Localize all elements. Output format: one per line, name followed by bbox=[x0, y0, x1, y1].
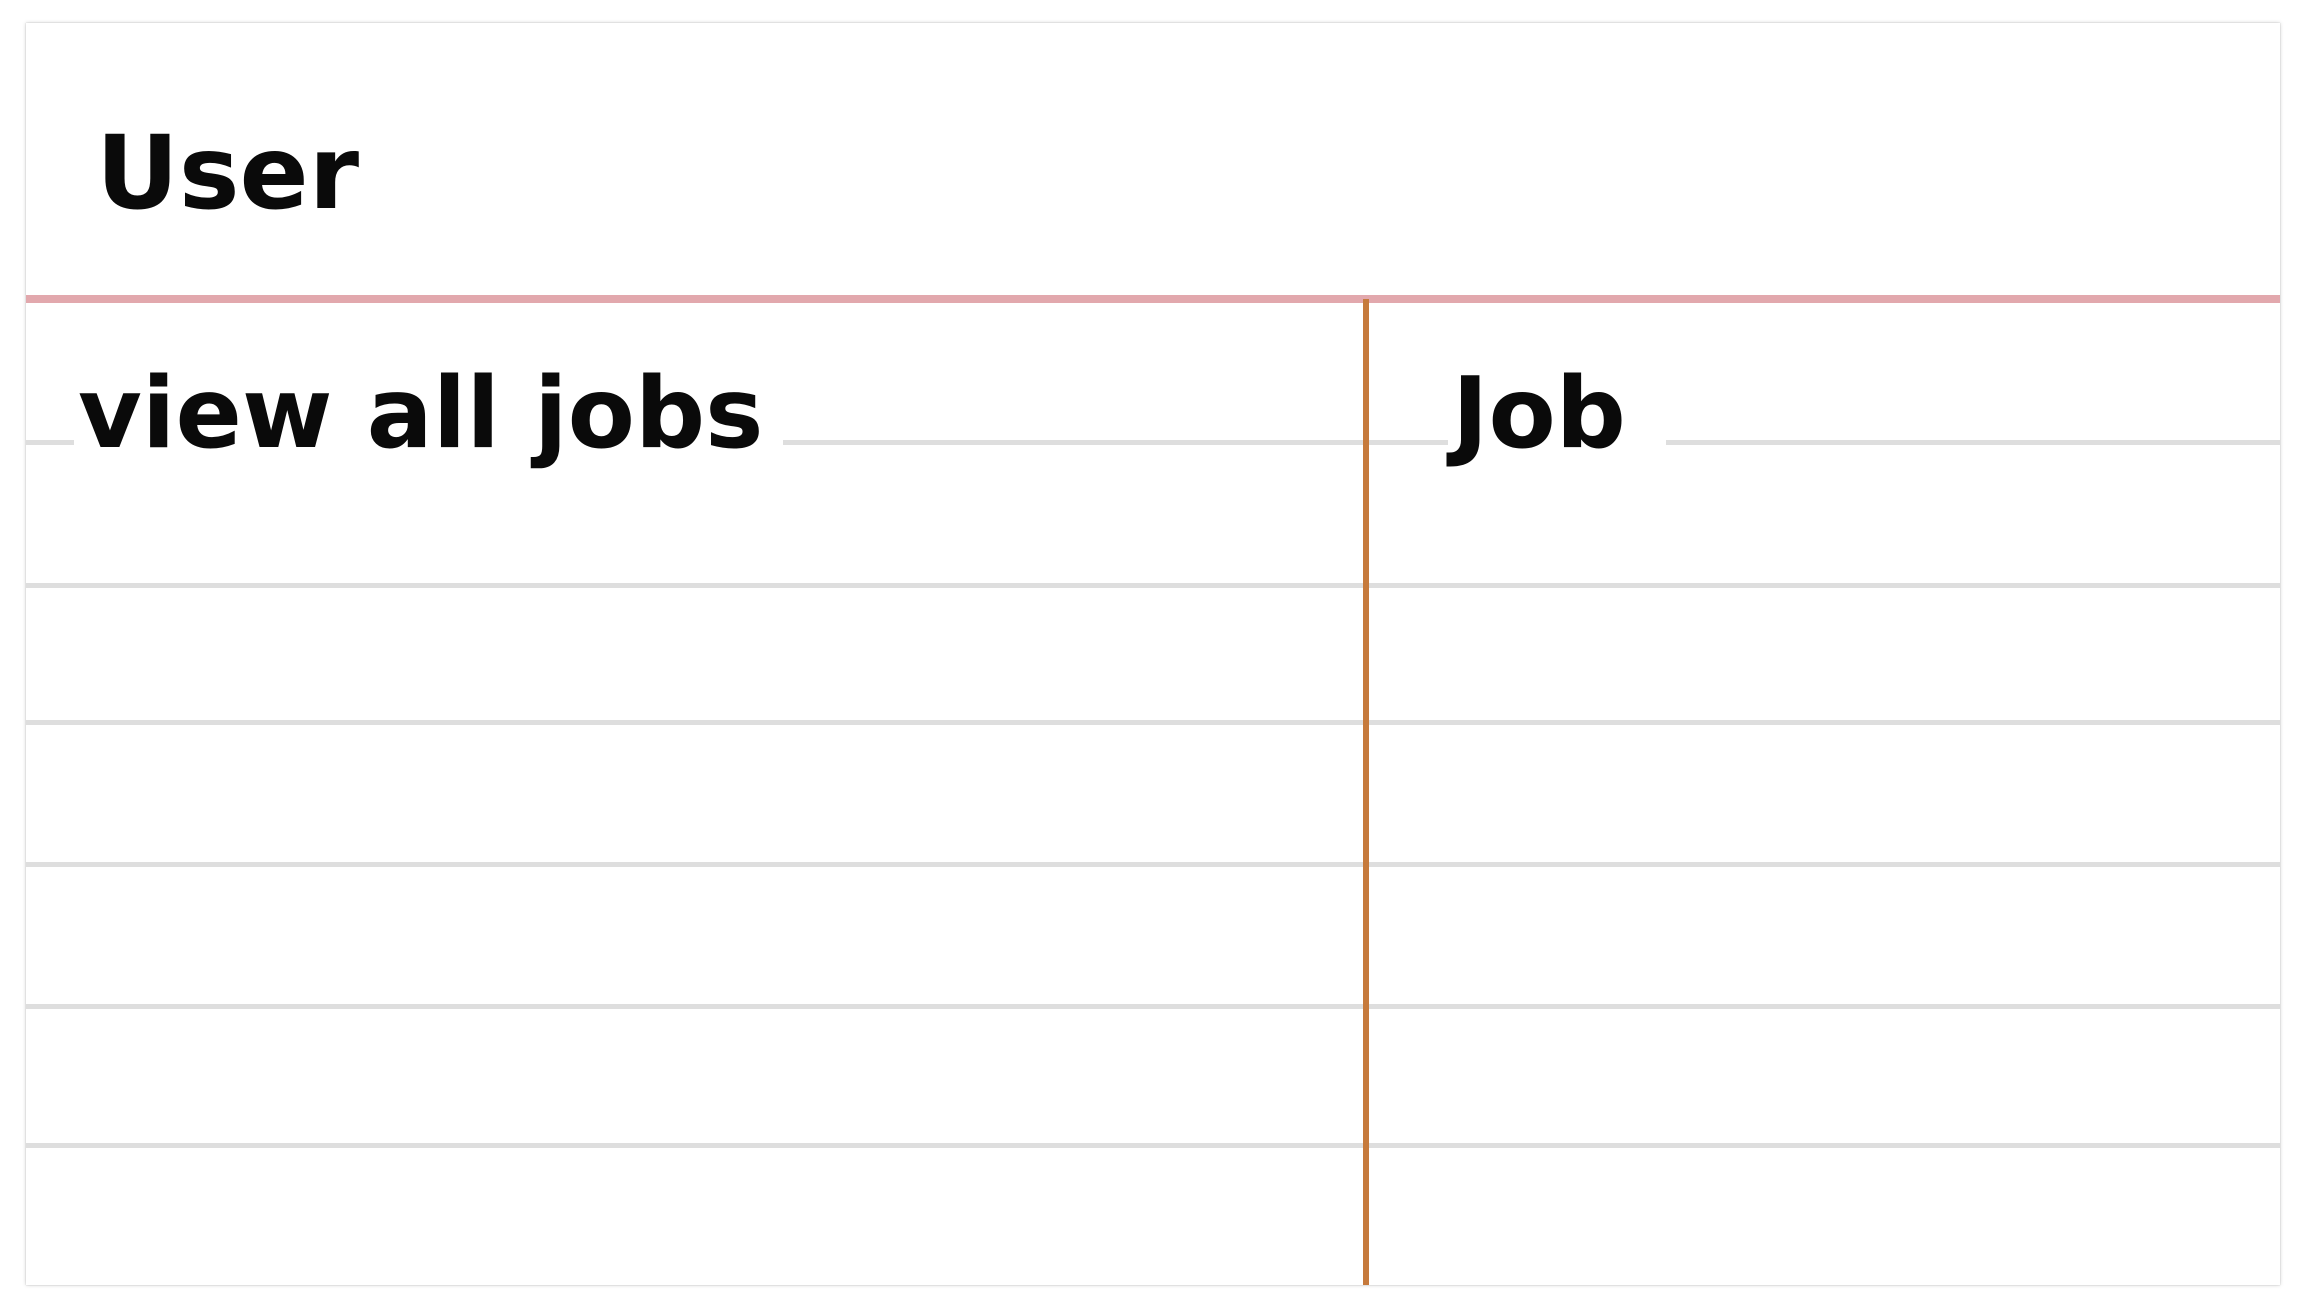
header-rule bbox=[26, 295, 2280, 303]
collaborator-text: Job bbox=[1448, 365, 1666, 463]
responsibility-text: view all jobs bbox=[74, 365, 784, 463]
crc-index-card: User view all jobs Job bbox=[26, 23, 2280, 1285]
ruled-line bbox=[26, 1143, 2280, 1148]
ruled-line bbox=[26, 1004, 2280, 1009]
ruled-line bbox=[26, 720, 2280, 725]
card-title: User bbox=[96, 114, 360, 233]
ruled-line bbox=[26, 862, 2280, 867]
ruled-line bbox=[26, 583, 2280, 588]
column-divider bbox=[1363, 299, 1369, 1285]
ruled-line bbox=[26, 440, 2280, 445]
